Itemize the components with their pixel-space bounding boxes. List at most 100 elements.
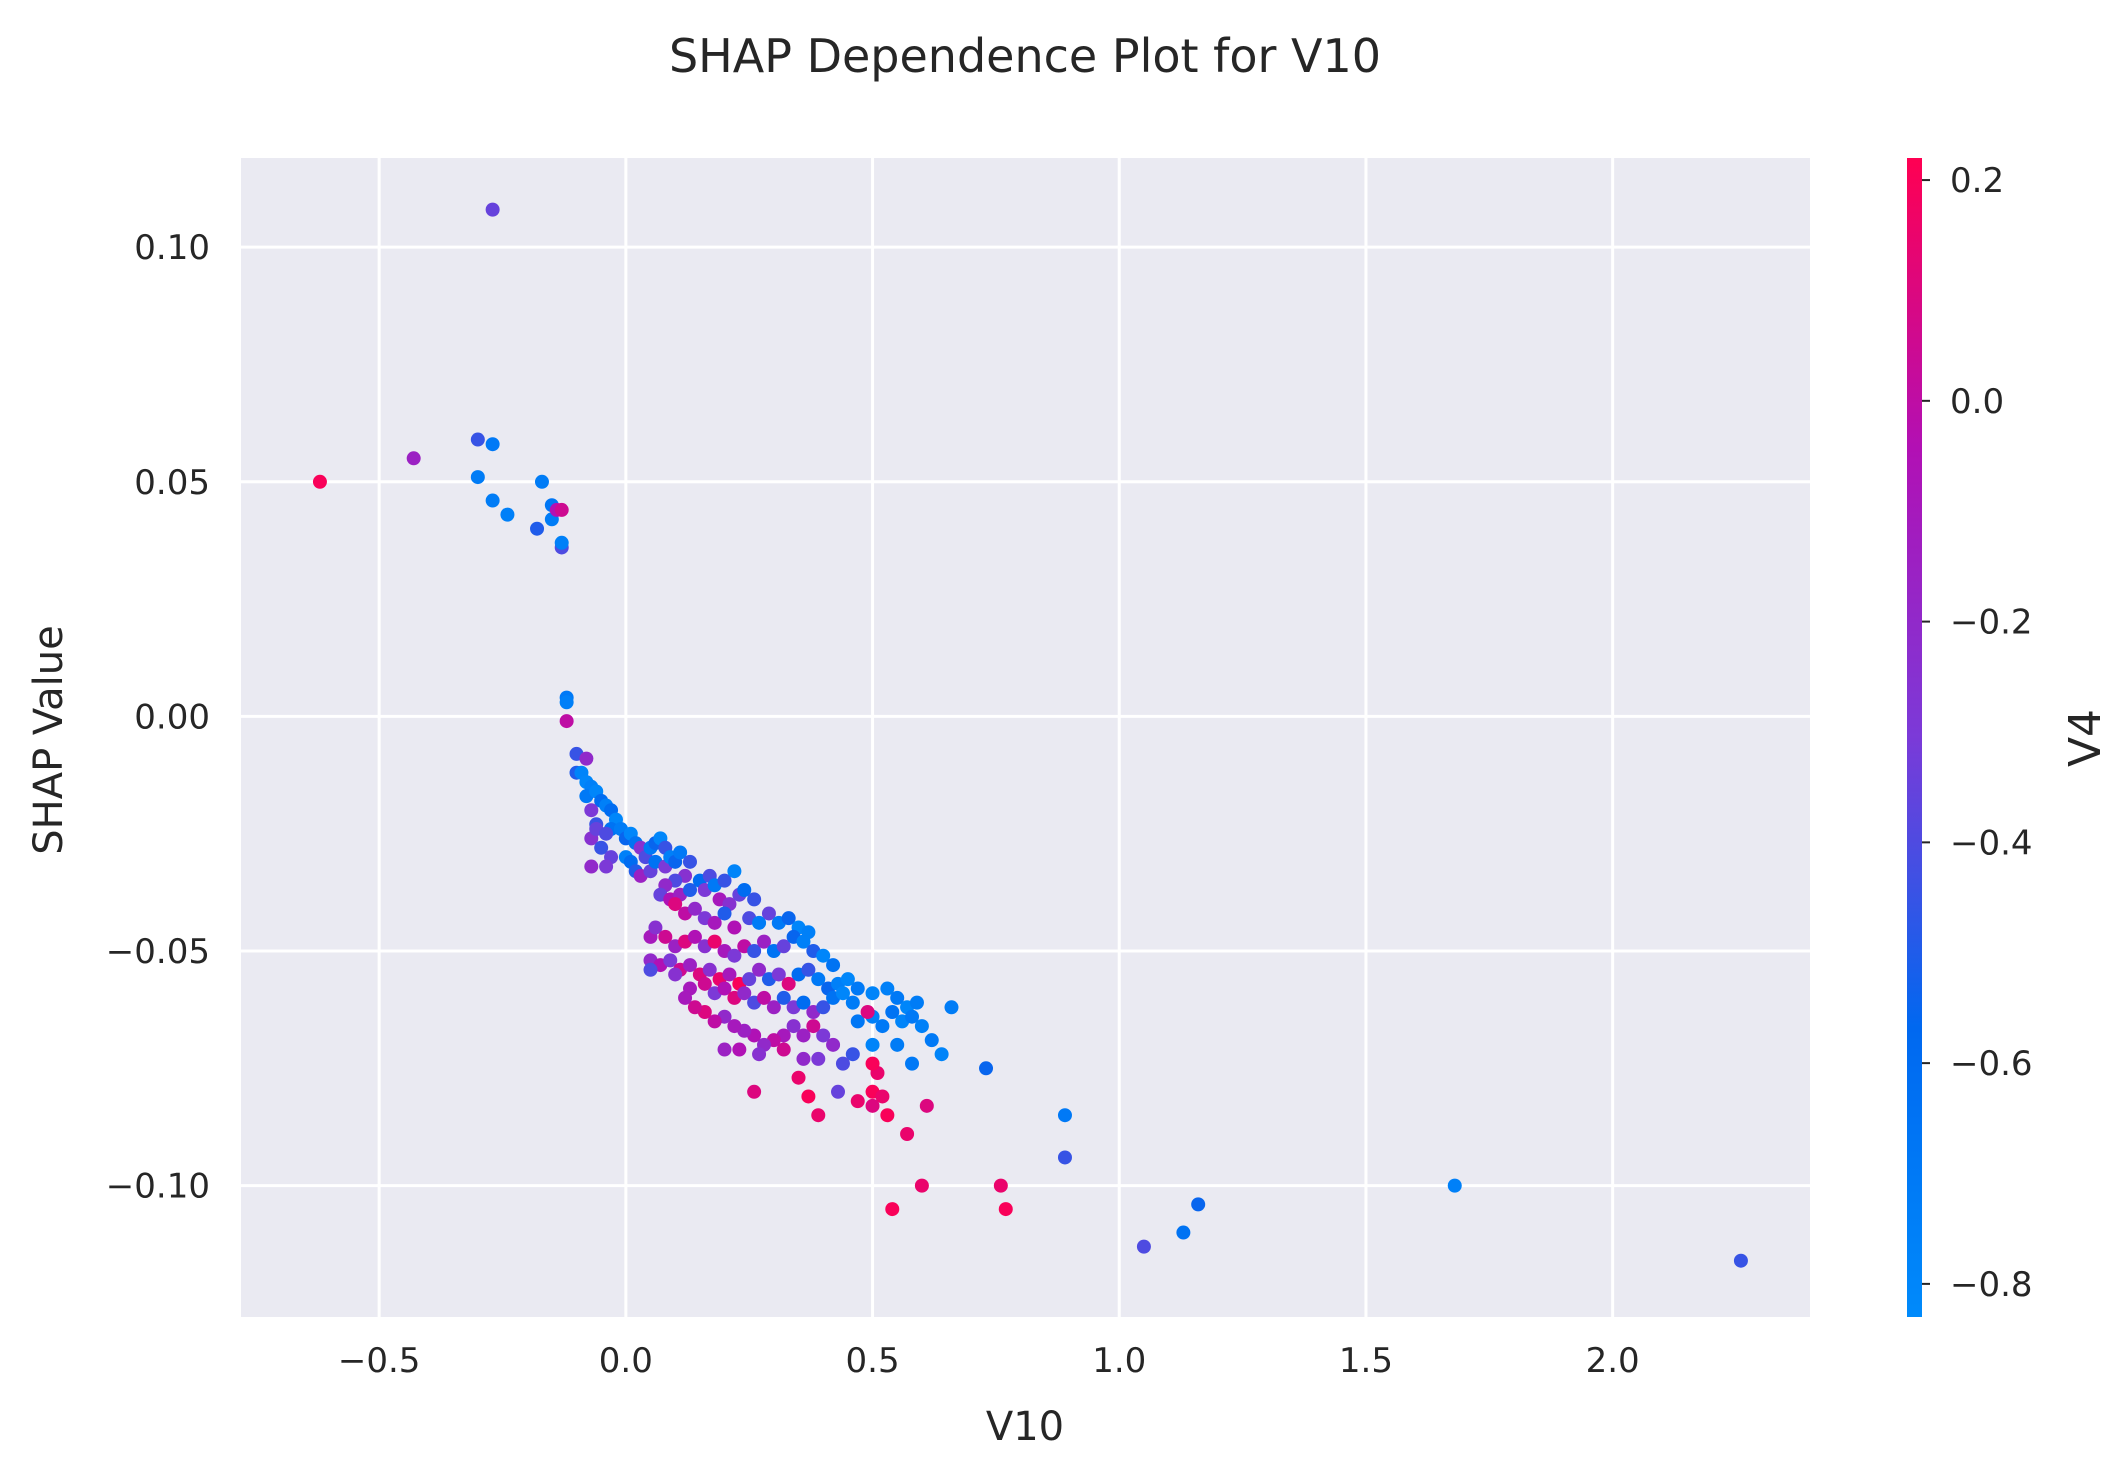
data-point — [717, 906, 732, 921]
data-point — [747, 892, 762, 907]
data-point — [781, 976, 796, 991]
data-point — [757, 934, 771, 949]
y-tick-label: 0.00 — [134, 697, 210, 737]
data-point — [934, 1047, 949, 1062]
data-point — [880, 1108, 895, 1123]
y-tick-label: 0.05 — [134, 463, 210, 503]
x-axis-label: V10 — [986, 1404, 1064, 1450]
data-point — [979, 1061, 994, 1076]
data-point — [850, 1014, 865, 1029]
data-point — [668, 897, 683, 912]
data-point — [485, 493, 500, 508]
colorbar — [1907, 158, 1922, 1317]
colorbar-tick-label: −0.6 — [1950, 1044, 2033, 1084]
data-point — [914, 1019, 929, 1034]
data-point — [880, 981, 895, 996]
data-point — [687, 929, 702, 944]
data-points — [312, 202, 1748, 1268]
data-point — [707, 934, 722, 949]
data-point — [801, 1089, 816, 1104]
data-point — [998, 1202, 1013, 1217]
data-point — [1136, 1239, 1151, 1254]
y-tick-label: 0.10 — [134, 228, 210, 268]
data-point — [1191, 1197, 1206, 1212]
data-point — [752, 915, 767, 930]
data-point — [811, 972, 826, 987]
data-point — [914, 1178, 929, 1193]
x-tick-label: 2.0 — [1586, 1341, 1640, 1381]
data-point — [816, 948, 831, 963]
data-point — [776, 939, 791, 954]
data-point — [766, 1000, 781, 1015]
data-point — [850, 981, 865, 996]
data-point — [682, 883, 697, 897]
data-point — [682, 854, 697, 869]
x-tick-label: 0.5 — [846, 1341, 900, 1381]
data-point — [845, 995, 860, 1010]
data-point — [831, 1084, 846, 1099]
data-point — [826, 958, 841, 973]
x-tick-label: −0.5 — [338, 1341, 421, 1381]
data-point — [1057, 1108, 1072, 1123]
data-point — [811, 1108, 826, 1123]
data-point — [865, 1098, 880, 1113]
data-point — [816, 1028, 831, 1043]
data-point — [786, 1019, 801, 1034]
data-point — [717, 1042, 732, 1057]
x-tick-label: 1.5 — [1339, 1341, 1393, 1381]
data-point — [826, 1037, 841, 1052]
data-point — [470, 432, 485, 447]
data-point — [702, 962, 717, 977]
data-point — [678, 990, 693, 1005]
colorbar-tick-label: −0.8 — [1950, 1265, 2033, 1305]
data-point — [594, 840, 609, 855]
data-point — [890, 990, 905, 1005]
gridlines — [241, 158, 1810, 1317]
data-point — [599, 859, 614, 874]
data-point — [752, 962, 767, 977]
colorbar-tick-label: 0.0 — [1950, 382, 2004, 422]
colorbar-tick-labels: 0.2 0.0 −0.2 −0.4 −0.6 −0.8 — [1922, 161, 2033, 1305]
data-point — [658, 929, 673, 944]
data-point — [707, 915, 722, 930]
data-point — [643, 962, 658, 977]
colorbar-tick-label: −0.2 — [1950, 603, 2033, 643]
data-point — [682, 958, 697, 973]
data-point — [1733, 1253, 1748, 1268]
data-point — [791, 1070, 806, 1085]
data-point — [485, 437, 500, 452]
data-point — [796, 934, 811, 949]
data-point — [737, 986, 752, 1001]
data-point — [742, 972, 757, 987]
data-point — [500, 507, 515, 522]
data-point — [776, 1042, 791, 1057]
colorbar-label: V4 — [2060, 709, 2111, 767]
data-point — [673, 845, 688, 860]
data-point — [796, 1051, 811, 1066]
data-point — [1057, 1150, 1072, 1165]
data-point — [579, 751, 594, 766]
data-point — [865, 986, 880, 1001]
data-point — [875, 1089, 890, 1104]
data-point — [816, 1000, 831, 1015]
y-tick-label: −0.10 — [106, 1167, 210, 1207]
data-point — [727, 1019, 742, 1034]
x-tick-label: 0.0 — [599, 1341, 653, 1381]
data-point — [559, 695, 574, 710]
data-point — [993, 1178, 1008, 1193]
x-tick-label: 1.0 — [1092, 1341, 1146, 1381]
data-point — [485, 202, 500, 217]
data-point — [905, 1009, 920, 1024]
data-point — [554, 535, 569, 550]
data-point — [835, 1056, 850, 1071]
data-point — [905, 1056, 920, 1071]
data-point — [875, 1019, 890, 1034]
data-point — [845, 1047, 860, 1062]
plot-area — [241, 158, 1810, 1317]
data-point — [850, 1094, 865, 1109]
chart-title: SHAP Dependence Plot for V10 — [669, 29, 1381, 83]
data-point — [722, 967, 737, 982]
data-point — [909, 995, 924, 1010]
data-point — [663, 953, 678, 968]
data-point — [717, 873, 732, 888]
